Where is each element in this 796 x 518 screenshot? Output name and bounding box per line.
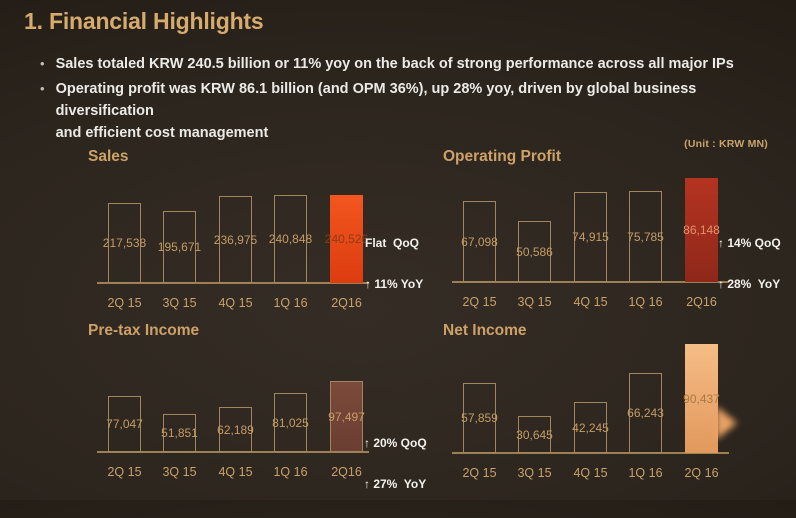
bar-sales-1q16: [274, 195, 307, 283]
annotation-line: ↑ 28% YoY: [718, 276, 781, 291]
page-title: 1. Financial Highlights: [24, 8, 264, 34]
chart-operating-profit: Operating Profit 67,098 2Q 15 50,586 3Q 15 7…: [425, 144, 796, 320]
bar-net-income-3q15: [518, 416, 551, 453]
bar-value-label: 217,538: [102, 236, 147, 250]
bar-net-income-1q16: [629, 373, 662, 453]
bar-sales-2q15: [108, 203, 141, 283]
annotation-line: ↑ 11% YoY: [365, 276, 424, 291]
x-axis-label: 2Q 15: [462, 466, 497, 480]
x-axis-label: 1Q 16: [273, 296, 308, 310]
bar-pre-tax-income-2q15: [108, 396, 141, 452]
bar-sales-2q16: [330, 195, 363, 283]
bar-operating-profit-2q16: [685, 178, 718, 282]
chart-title: Sales: [88, 148, 129, 165]
chart-net-income: Net Income 57,859 2Q 15 30,645 3Q 15 42,245 4…: [425, 318, 796, 494]
bar-value-label: 97,497: [328, 409, 365, 424]
x-axis-label: 3Q 15: [517, 466, 552, 480]
x-axis-label: 3Q 15: [517, 295, 552, 309]
x-axis-label: 1Q 16: [273, 465, 308, 479]
bar-value-label: 67,098: [461, 234, 498, 249]
bar-value-label: 240,848: [268, 232, 313, 246]
slide: { "slide": { "title": "1. Financial High…: [0, 0, 796, 500]
bullet-line: and efficient cost management: [55, 125, 269, 141]
x-axis-label: 3Q 15: [162, 465, 197, 479]
x-axis-line: [452, 281, 729, 283]
bar-value-label: 66,243: [627, 406, 664, 420]
plot-area: 217,538 2Q 15 195,671 3Q 15 236,975 4Q 15 240,…: [97, 144, 369, 310]
bullet-icon: •: [40, 56, 45, 71]
x-axis-label: 2Q 15: [107, 465, 142, 479]
bar-value-label: 86,148: [683, 223, 720, 237]
chart-sales: Sales 217,538 2Q 15 195,671 3Q 15 236,975 4Q …: [70, 144, 426, 320]
bar-value-label: 50,586: [516, 244, 553, 259]
annotation-line: ↑ 20% QoQ: [364, 436, 427, 450]
x-axis-label: 1Q 16: [628, 466, 663, 480]
x-axis-label: 4Q 15: [218, 296, 253, 310]
x-axis-line: [97, 451, 369, 453]
bar-value-label: 77,047: [106, 417, 143, 431]
plot-area: 77,047 2Q 15 51,851 3Q 15 62,189 4Q 15 81,025 1…: [97, 318, 369, 479]
bar-operating-profit-4q15: [574, 192, 607, 282]
highlights-bullet-list: • Sales totaled KRW 240.5 billion or 11%…: [40, 53, 780, 147]
bar-value-label: 62,189: [217, 422, 254, 437]
chart-pretax-income: Pre-tax Income 77,047 2Q 15 51,851 3Q 15 62,…: [70, 318, 427, 494]
bullet-line: Sales totaled KRW 240.5 billion or 11% y…: [55, 56, 734, 72]
bar-pre-tax-income-1q16: [274, 393, 307, 452]
x-axis-label: 2Q16: [331, 296, 362, 310]
annotation-line: ↑ 27% YoY: [364, 476, 427, 491]
annotation-line: ↑ 14% QoQ: [718, 236, 781, 250]
bar-sales-4q15: [219, 196, 252, 283]
right-arrow-glow-icon: [716, 406, 737, 440]
bar-value-label: 75,785: [627, 229, 664, 244]
bar-net-income-2q16: [685, 344, 718, 453]
bar-value-label: 74,915: [572, 230, 609, 244]
bar-operating-profit-3q15: [518, 221, 551, 282]
chart-title: Net Income: [443, 322, 527, 339]
unit-label: (Unit : KRW MN): [684, 138, 768, 150]
bullet-line: Operating profit was KRW 86.1 billion (a…: [55, 81, 697, 119]
qoq-yoy-annotation: Flat QoQ ↑ 11% YoY: [365, 210, 423, 318]
x-axis-label: 2Q 15: [462, 295, 497, 309]
bar-value-label: 42,245: [572, 420, 609, 435]
qoq-yoy-annotation: ↑ 14% QoQ ↑ 28% YoY: [718, 210, 781, 318]
bar-value-label: 57,859: [461, 411, 498, 425]
x-axis-label: 2Q16: [331, 465, 362, 479]
x-axis-label: 2Q 15: [107, 296, 142, 310]
bar-net-income-2q15: [463, 383, 496, 453]
x-axis-label: 1Q 16: [628, 295, 663, 309]
bullet-icon: •: [40, 81, 45, 96]
x-axis-label: 3Q 15: [162, 296, 197, 310]
qoq-yoy-annotation: ↑ 20% QoQ ↑ 27% YoY: [364, 410, 427, 518]
bar-sales-3q15: [163, 211, 196, 283]
bar-operating-profit-2q15: [463, 201, 496, 282]
bar-value-label: 30,645: [516, 427, 553, 442]
plot-area: 67,098 2Q 15 50,586 3Q 15 74,915 4Q 15 75,785 1…: [452, 144, 729, 309]
bar-value-label: 240,526: [324, 232, 369, 246]
x-axis-line: [97, 282, 369, 284]
bar-value-label: 51,851: [161, 426, 198, 440]
plot-area: 57,859 2Q 15 30,645 3Q 15 42,245 4Q 15 66,243 1…: [452, 318, 729, 480]
x-axis-label: 2Q16: [686, 295, 717, 309]
bar-value-label: 236,975: [213, 232, 258, 247]
bar-net-income-4q15: [574, 402, 607, 453]
chart-title: Operating Profit: [443, 148, 561, 165]
bar-value-label: 81,025: [272, 415, 309, 430]
bar-pre-tax-income-2q16: [330, 381, 363, 452]
x-axis-line: [452, 452, 729, 454]
x-axis-label: 2Q 16: [684, 466, 719, 480]
bar-value-label: 90,437: [683, 391, 720, 406]
x-axis-label: 4Q 15: [218, 465, 253, 479]
chart-title: Pre-tax Income: [88, 322, 200, 339]
bullet-item: • Sales totaled KRW 240.5 billion or 11%…: [40, 53, 780, 75]
bar-value-label: 195,671: [157, 240, 202, 254]
bar-pre-tax-income-4q15: [219, 407, 252, 452]
x-axis-label: 4Q 15: [573, 295, 608, 309]
annotation-line: Flat QoQ: [365, 236, 419, 250]
x-axis-label: 4Q 15: [573, 466, 608, 480]
bar-operating-profit-1q16: [629, 191, 662, 282]
bar-pre-tax-income-3q15: [163, 414, 196, 452]
bullet-item: • Operating profit was KRW 86.1 billion …: [40, 78, 780, 144]
